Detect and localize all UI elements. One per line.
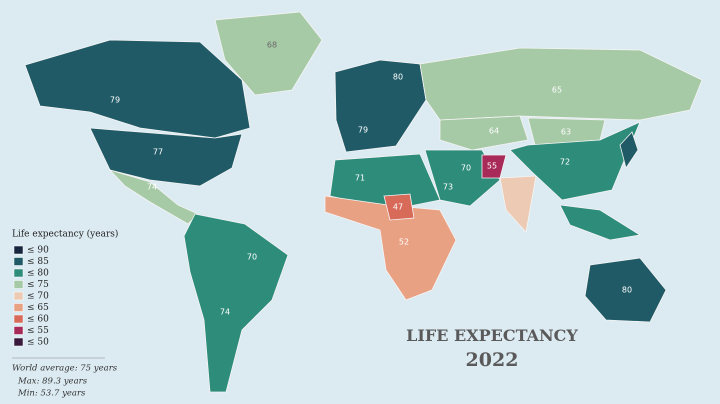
legend-label: ≤ 60 [27, 315, 49, 325]
region-value: 70 [461, 164, 471, 173]
legend-label: ≤ 50 [27, 338, 49, 348]
region-value: 79 [358, 126, 368, 135]
north-africa [329, 153, 441, 211]
south-america [183, 213, 289, 393]
max-note: Max: 89.3 years [17, 377, 88, 387]
greenland [214, 11, 323, 96]
region-value: 80 [622, 286, 632, 295]
region-value: 47 [393, 203, 403, 212]
legend-swatch [13, 337, 24, 347]
region-value: 70 [247, 253, 257, 262]
legend-swatch [13, 268, 24, 278]
south-asia [499, 175, 537, 233]
map-year: 2022 [466, 349, 519, 371]
russia [419, 47, 703, 121]
region-value: 74 [220, 308, 230, 317]
europe [334, 59, 427, 153]
region-value: 64 [489, 127, 499, 136]
legend-title: Life expectancy (years) [12, 229, 118, 240]
region-value: 80 [393, 73, 403, 82]
region-value: 71 [355, 174, 365, 183]
australia [584, 257, 667, 323]
legend-swatch [13, 303, 24, 312]
japan [619, 131, 639, 169]
region-value: 72 [560, 158, 570, 167]
legend-label: ≤ 55 [27, 326, 49, 336]
legend-swatch [13, 245, 24, 255]
legend-label: ≤ 90 [27, 246, 49, 256]
region-value: 65 [552, 86, 562, 95]
chad [383, 193, 415, 221]
region-value: 55 [487, 162, 497, 171]
legend-label: ≤ 85 [27, 257, 49, 267]
china [509, 121, 641, 201]
land [24, 11, 703, 393]
region-value: 79 [110, 96, 120, 105]
region-value: 77 [153, 148, 163, 157]
legend-label: ≤ 70 [27, 292, 49, 302]
map-title: LIFE EXPECTANCY [406, 326, 578, 345]
region-labels: 68 79 77 74 70 74 80 79 65 64 63 72 71 7… [110, 41, 632, 317]
min-note: Min: 53.7 years [17, 389, 86, 399]
region-value: 73 [443, 183, 453, 192]
region-value: 52 [399, 238, 409, 247]
region-value: 63 [561, 128, 571, 137]
canada [24, 39, 251, 139]
legend-label: ≤ 65 [27, 303, 49, 313]
legend-swatch [13, 257, 24, 266]
middle-east [424, 149, 501, 207]
legend: Life expectancy (years) ≤ 90≤ 85 ≤ 80≤ 75… [12, 229, 118, 348]
legend-swatch [13, 280, 24, 289]
legend-swatch [13, 314, 24, 324]
region-value: 68 [267, 41, 277, 50]
legend-swatch [13, 326, 24, 335]
legend-label: ≤ 75 [27, 280, 49, 290]
legend-label: ≤ 80 [27, 269, 49, 279]
sub-saharan-africa [324, 195, 457, 301]
world-average: World average: 75 years [12, 364, 118, 374]
southeast-asia [559, 204, 642, 241]
legend-swatch [13, 291, 24, 301]
region-value: 74 [147, 183, 157, 192]
central-asia [439, 115, 529, 151]
